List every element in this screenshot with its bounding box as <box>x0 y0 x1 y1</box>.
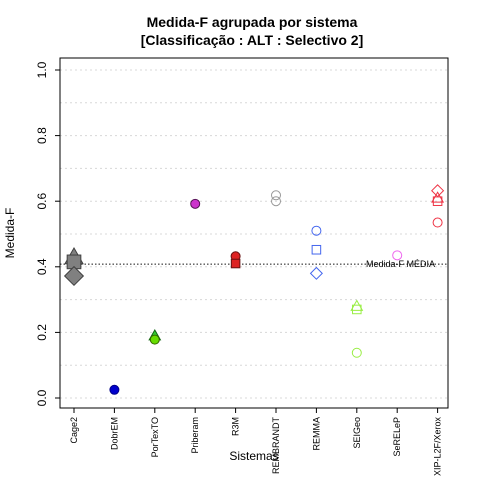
x-category-label: Priberam <box>190 417 200 454</box>
data-point <box>311 225 322 236</box>
x-category-label: R3M <box>231 417 241 436</box>
y-tick-label: 1.0 <box>35 61 49 78</box>
data-point <box>271 196 281 207</box>
data-point <box>432 196 443 206</box>
x-category-label: Cage2 <box>69 417 79 444</box>
reference-label: Medida-F MÉDIA <box>366 259 435 269</box>
data-point <box>309 266 323 280</box>
x-category-label: XIP-L2F/Xerox <box>433 417 443 477</box>
x-category-label: SeRELeP <box>392 417 402 457</box>
data-point <box>109 384 120 395</box>
data-point <box>271 190 281 201</box>
x-category-label: DobrEM <box>109 417 119 450</box>
y-tick-label: 0.6 <box>35 193 49 210</box>
data-point <box>230 258 241 269</box>
data-point <box>149 334 160 345</box>
chart-title: Medida-F agrupada por sistema <box>147 14 358 30</box>
chart-subtitle: [Classificação : ALT : Selectivo 2] <box>141 32 364 48</box>
plot-area-border <box>59 57 449 409</box>
data-point <box>431 184 445 198</box>
x-axis: Cage2 DobrEM PorTexTO Priberam R3M REMBRANDT R… <box>69 408 443 476</box>
x-category-label: REMBRANDT <box>271 417 281 475</box>
data-points <box>63 184 445 395</box>
x-category-label: REMMA <box>311 417 321 451</box>
y-tick-label: 0.0 <box>35 389 49 406</box>
y-tick-label: 0.2 <box>35 324 49 341</box>
data-point <box>190 198 201 209</box>
data-point <box>63 265 85 287</box>
y-tick-label: 0.8 <box>35 127 49 144</box>
x-category-label: PorTexTO <box>150 417 160 457</box>
y-tick-label: 0.4 <box>35 258 49 275</box>
x-axis-label: Sistemas <box>229 449 278 463</box>
data-point <box>432 217 443 228</box>
data-point <box>311 244 322 255</box>
grid-lines <box>60 69 448 399</box>
y-axis-label: Medida-F <box>3 208 17 259</box>
data-point <box>352 304 362 315</box>
data-point <box>351 347 362 358</box>
x-category-label: SEIGeo <box>352 417 362 449</box>
reference-line-group: Medida-F MÉDIA <box>60 259 448 269</box>
y-axis: 0.0 0.2 0.4 0.6 0.8 1.0 <box>35 61 60 406</box>
data-point <box>392 250 403 261</box>
